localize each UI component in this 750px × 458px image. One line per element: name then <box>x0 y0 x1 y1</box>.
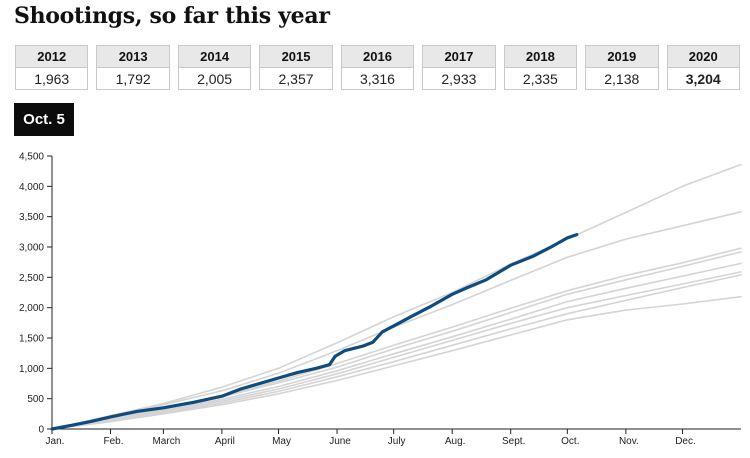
year-total: 2,933 <box>441 71 477 87</box>
series-line-current-year <box>50 232 579 431</box>
year-header: 2014 <box>178 46 251 68</box>
year-header: 2015 <box>260 46 332 68</box>
year-total: 2,138 <box>604 71 640 87</box>
x-tick-label: June <box>329 436 351 447</box>
y-tick-label: 2,000 <box>19 303 44 314</box>
year-total: 2,335 <box>522 71 558 87</box>
series-line-past-year-8 <box>51 295 742 430</box>
chart-title: Shootings, so far this year <box>14 3 330 29</box>
y-axis: 0 500 1,000 1,500 2,000 2,500 3,000 3,500 4,000 4… <box>19 152 53 436</box>
year-header: 2017 <box>423 46 495 68</box>
year-total: 1,792 <box>115 71 151 87</box>
x-tick-label: Aug. <box>445 436 466 447</box>
series-line-past-year-4 <box>51 251 742 430</box>
year-total: 3,316 <box>359 71 395 87</box>
year-header: 2016 <box>341 46 414 68</box>
year-header: 2018 <box>504 46 577 68</box>
year-column-2013: 2013 1,792 <box>96 45 170 90</box>
y-tick-label: 3,000 <box>19 243 44 254</box>
x-tick-label: Dec. <box>675 436 696 447</box>
y-tick-label: 3,500 <box>19 212 44 223</box>
y-tick-label: 4,000 <box>19 182 44 193</box>
x-tick-label: Oct. <box>561 436 579 447</box>
series-line-past-year-7 <box>51 274 742 430</box>
x-tick-label: March <box>152 436 180 447</box>
y-tick-label: 500 <box>27 394 44 405</box>
x-tick-label: May <box>272 436 291 447</box>
series-line-past-year-1 <box>51 163 742 430</box>
y-tick-label: 1,000 <box>19 364 44 375</box>
year-header: 2019 <box>586 46 658 68</box>
x-tick-label: April <box>215 436 235 447</box>
series-line-past-year-3 <box>51 247 742 430</box>
x-tick-label: Jan. <box>46 436 65 447</box>
y-tick-label: 0 <box>38 425 44 436</box>
year-total: 3,204 <box>685 71 721 87</box>
series-line-past-year-5 <box>51 262 742 430</box>
year-totals-table: 2012 1,963 2013 1,792 2014 2,005 2015 2,357 2016… <box>15 45 740 90</box>
year-header: 2020 <box>667 46 739 68</box>
year-column-2016: 2016 3,316 <box>340 45 415 90</box>
year-total: 2,357 <box>278 71 314 87</box>
series-line-past-year-2 <box>51 211 742 430</box>
series-line-past-year-6 <box>51 271 742 430</box>
year-column-2017: 2017 2,933 <box>422 45 496 90</box>
year-column-2012: 2012 1,963 <box>15 45 89 90</box>
y-tick-label: 1,500 <box>19 334 44 345</box>
x-tick-label: Sept. <box>502 436 525 447</box>
year-header: 2013 <box>97 46 169 68</box>
date-badge: Oct. 5 <box>14 103 74 136</box>
y-tick-label: 4,500 <box>19 152 44 163</box>
x-axis: Jan. Feb. March April May June July Aug. Sept. Oc… <box>46 428 741 447</box>
line-chart: 0 500 1,000 1,500 2,000 2,500 3,000 3,500 4,000 4… <box>19 152 742 447</box>
year-total: 2,005 <box>197 71 233 87</box>
year-column-2015: 2015 2,357 <box>259 45 333 90</box>
year-header: 2012 <box>16 46 88 68</box>
year-column-2019: 2019 2,138 <box>585 45 659 90</box>
year-column-2018: 2018 2,335 <box>503 45 578 90</box>
y-tick-label: 2,500 <box>19 273 44 284</box>
year-column-2020: 2020 3,204 <box>666 45 740 90</box>
x-tick-label: July <box>388 436 406 447</box>
year-total: 1,963 <box>34 71 70 87</box>
x-tick-label: Feb. <box>104 436 124 447</box>
year-column-2014: 2014 2,005 <box>177 45 252 90</box>
x-tick-label: Nov. <box>619 436 639 447</box>
series-lines <box>50 163 742 431</box>
